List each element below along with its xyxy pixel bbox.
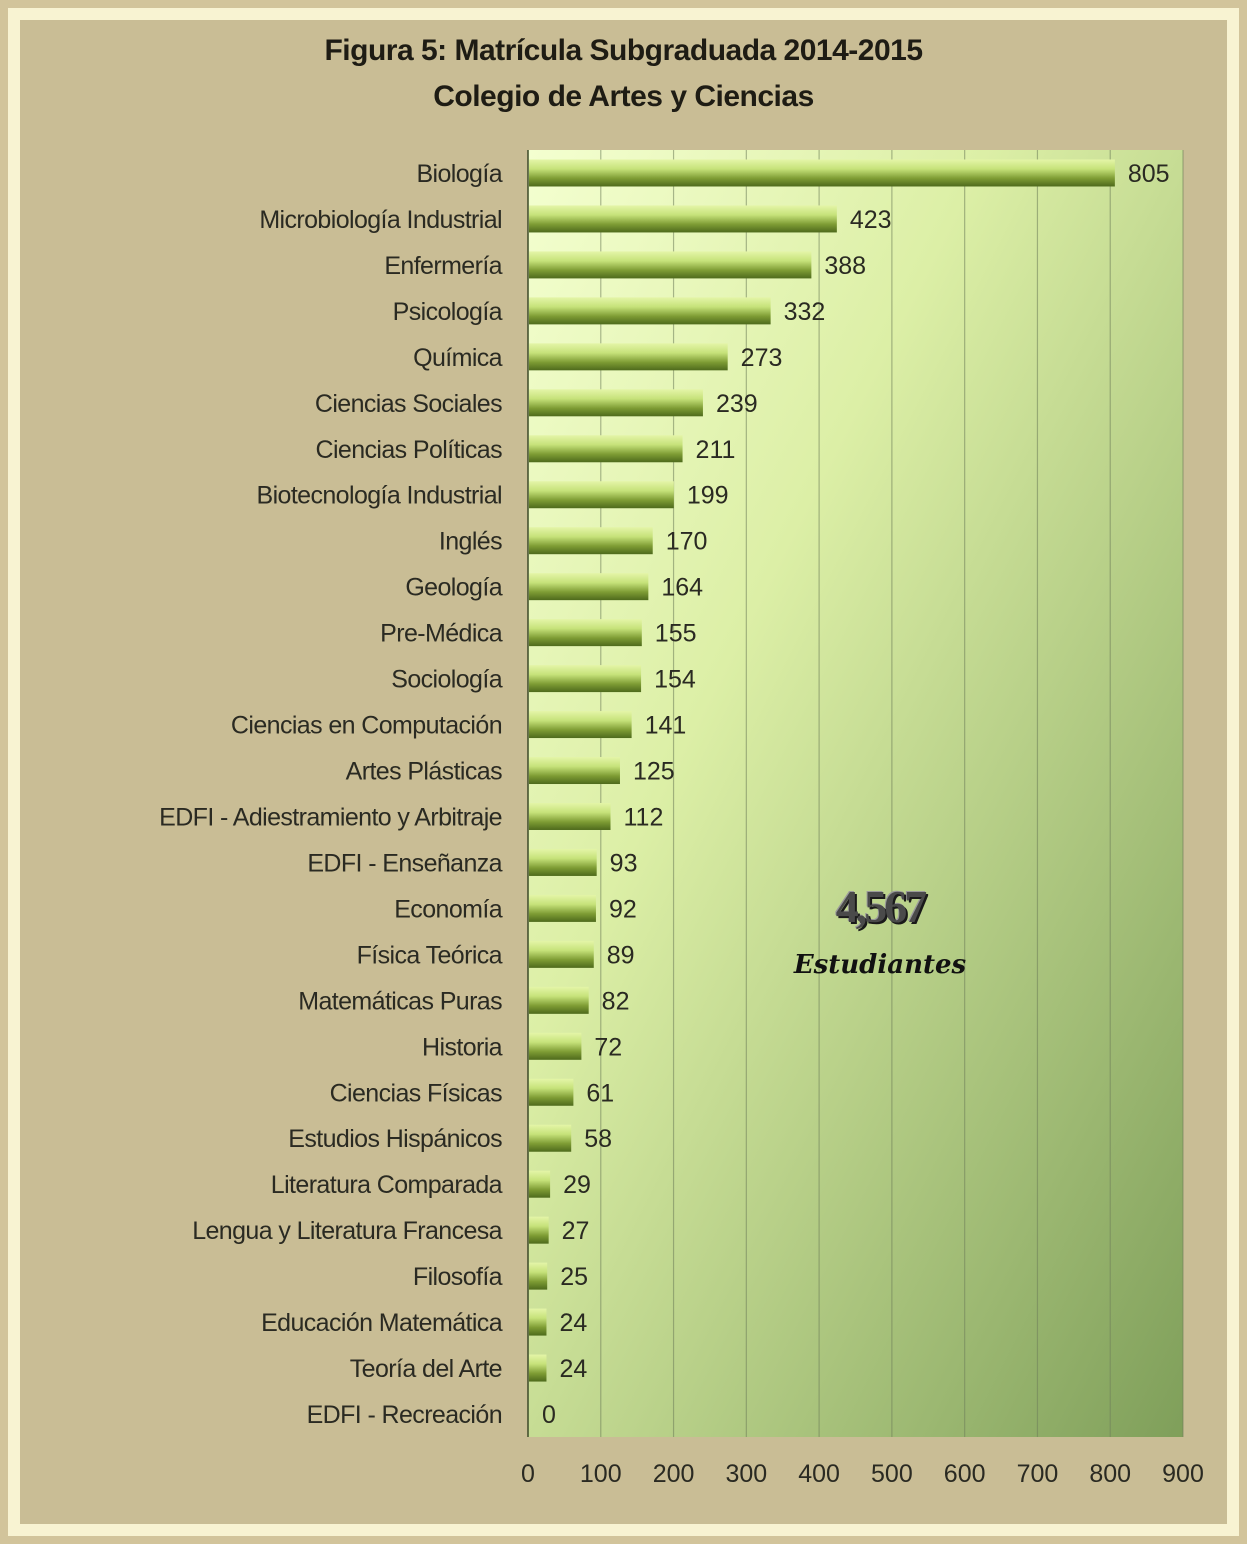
category-label: Biología bbox=[416, 160, 502, 188]
data-label: 332 bbox=[784, 298, 826, 326]
category-label: EDFI - Recreación bbox=[307, 1401, 502, 1429]
x-tick-label: 400 bbox=[798, 1460, 840, 1488]
data-label: 211 bbox=[696, 436, 736, 464]
total-students-label: Estudiantes bbox=[793, 950, 967, 980]
category-label: Teoría del Arte bbox=[350, 1355, 502, 1383]
x-tick-label: 200 bbox=[653, 1460, 695, 1488]
bar bbox=[529, 711, 632, 739]
category-label: Artes Plásticas bbox=[346, 758, 502, 786]
bar bbox=[529, 1308, 547, 1336]
x-tick-label: 100 bbox=[580, 1460, 622, 1488]
bar bbox=[529, 1078, 574, 1106]
bar bbox=[529, 205, 837, 233]
bar bbox=[529, 573, 649, 601]
data-label: 61 bbox=[586, 1079, 614, 1107]
bar bbox=[529, 481, 674, 509]
category-label: Biotecnología Industrial bbox=[257, 482, 503, 510]
data-label: 89 bbox=[607, 941, 635, 969]
x-tick-label: 500 bbox=[871, 1460, 913, 1488]
data-label: 27 bbox=[562, 1217, 590, 1245]
total-students-value: 4,567 bbox=[835, 881, 928, 932]
category-label: Filosofía bbox=[413, 1263, 503, 1291]
bar bbox=[529, 665, 642, 693]
category-label: Física Teórica bbox=[357, 941, 503, 969]
x-tick-label: 700 bbox=[1017, 1460, 1059, 1488]
category-label: Educación Matemática bbox=[261, 1309, 503, 1337]
category-label: Matemáticas Puras bbox=[298, 987, 502, 1015]
bar bbox=[529, 757, 620, 785]
bar bbox=[529, 159, 1115, 187]
bar bbox=[529, 986, 589, 1014]
bar bbox=[529, 1124, 572, 1152]
bar bbox=[529, 297, 771, 325]
category-label: Estudios Hispánicos bbox=[288, 1125, 502, 1153]
data-label: 125 bbox=[633, 758, 675, 786]
category-label: Psicología bbox=[393, 298, 503, 326]
data-label: 24 bbox=[559, 1355, 587, 1383]
data-label: 82 bbox=[602, 987, 630, 1015]
data-label: 112 bbox=[624, 803, 664, 831]
chart-subtitle: Colegio de Artes y Ciencias bbox=[433, 80, 814, 113]
category-label: EDFI - Adiestramiento y Arbitraje bbox=[159, 803, 502, 831]
chart-title: Figura 5: Matrícula Subgraduada 2014-201… bbox=[324, 34, 923, 67]
category-label: Historia bbox=[422, 1033, 503, 1061]
category-label: Ciencias Sociales bbox=[315, 390, 502, 418]
data-label: 0 bbox=[542, 1401, 556, 1429]
data-label: 58 bbox=[584, 1125, 612, 1153]
data-label: 239 bbox=[716, 390, 758, 418]
data-label: 388 bbox=[824, 252, 866, 280]
data-label: 93 bbox=[610, 849, 638, 877]
plot-area bbox=[528, 150, 1183, 1437]
category-label: Enfermería bbox=[384, 252, 502, 280]
category-label: Literatura Comparada bbox=[271, 1171, 503, 1199]
bar bbox=[529, 1354, 547, 1382]
category-label: Ciencias Políticas bbox=[315, 436, 502, 464]
data-label: 154 bbox=[654, 666, 696, 694]
bar bbox=[529, 1170, 551, 1198]
x-tick-label: 300 bbox=[725, 1460, 767, 1488]
bar bbox=[529, 940, 594, 968]
data-label: 805 bbox=[1128, 160, 1170, 188]
x-tick-label: 800 bbox=[1089, 1460, 1131, 1488]
category-label: Ciencias Físicas bbox=[330, 1079, 502, 1107]
bar bbox=[529, 848, 597, 876]
category-label: Lengua y Literatura Francesa bbox=[192, 1217, 502, 1245]
data-label: 155 bbox=[655, 620, 697, 648]
data-label: 170 bbox=[666, 528, 708, 556]
bar bbox=[529, 619, 642, 647]
x-tick-label: 0 bbox=[521, 1460, 535, 1488]
category-label: Pre-Médica bbox=[380, 620, 503, 648]
data-label: 423 bbox=[850, 206, 892, 234]
data-label: 92 bbox=[609, 895, 637, 923]
bar bbox=[529, 527, 653, 555]
category-label: Sociología bbox=[391, 666, 502, 694]
x-tick-label: 600 bbox=[944, 1460, 986, 1488]
bar bbox=[529, 802, 611, 830]
bar bbox=[529, 1032, 582, 1060]
data-label: 141 bbox=[645, 712, 687, 740]
data-label: 24 bbox=[559, 1309, 587, 1337]
category-label: Microbiología Industrial bbox=[259, 206, 502, 234]
category-label: Economía bbox=[394, 895, 502, 923]
data-label: 164 bbox=[661, 574, 703, 602]
bar bbox=[529, 435, 683, 463]
data-label: 25 bbox=[560, 1263, 588, 1291]
bar bbox=[529, 1262, 548, 1290]
bar bbox=[529, 251, 812, 279]
category-label: EDFI - Enseñanza bbox=[307, 849, 502, 877]
data-label: 72 bbox=[594, 1033, 622, 1061]
x-tick-label: 900 bbox=[1162, 1460, 1204, 1488]
data-label: 199 bbox=[687, 482, 729, 510]
data-label: 29 bbox=[563, 1171, 591, 1199]
category-label: Geología bbox=[405, 574, 502, 602]
bar bbox=[529, 343, 728, 371]
bar bbox=[529, 894, 596, 922]
data-label: 273 bbox=[741, 344, 783, 372]
category-label: Química bbox=[413, 344, 503, 372]
category-label: Ciencias en Computación bbox=[231, 712, 502, 740]
bar bbox=[529, 389, 703, 417]
bar bbox=[529, 1216, 549, 1244]
category-label: Inglés bbox=[439, 528, 502, 556]
